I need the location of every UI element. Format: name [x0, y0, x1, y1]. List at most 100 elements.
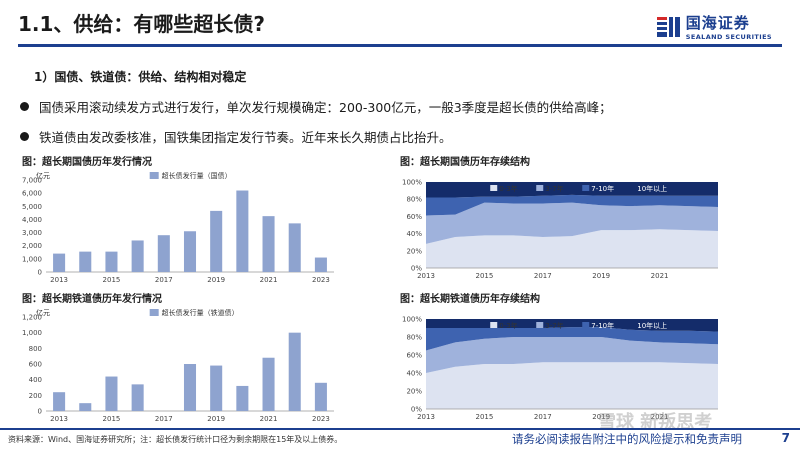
y-tick-label: 2,000 — [22, 242, 42, 250]
figure-title: 图：超长期国债历年存续结构 — [400, 157, 530, 168]
y-tick-label: 1,000 — [22, 329, 42, 337]
footer: 资料来源：Wind、国海证券研究所；注：超长债发行统计口径为剩余期限在15年及以… — [0, 428, 800, 450]
bullet-text: 国债采用滚动续发方式进行发行，单次发行规模确定：200-300亿元，一般3季度是… — [39, 100, 612, 115]
legend-swatch — [490, 322, 498, 328]
y-tick-label: 40% — [406, 230, 422, 238]
legend-label: 10年以上 — [637, 321, 667, 330]
x-tick-label: 2019 — [207, 276, 225, 284]
legend-swatch — [582, 322, 590, 328]
source-note: 资料来源：Wind、国海证券研究所；注：超长债发行统计口径为剩余期限在15年及以… — [8, 435, 343, 444]
y-tick-label: 5,000 — [22, 203, 42, 211]
watermark-text: 雪球 新叛思考 — [598, 412, 713, 433]
bar — [210, 365, 223, 411]
page-number: 7 — [781, 431, 790, 445]
area-series — [426, 327, 718, 351]
y-tick-label: 20% — [406, 388, 422, 396]
bar — [131, 384, 144, 411]
brand-logo: 国海证券 SEALAND SECURITIES — [656, 12, 772, 41]
bar — [79, 251, 92, 272]
bar — [210, 210, 223, 272]
y-axis-unit: 亿元 — [36, 171, 50, 180]
legend-swatch — [628, 185, 636, 191]
legend-swatch — [149, 309, 159, 316]
area-series — [426, 319, 718, 332]
x-tick-label: 2015 — [475, 272, 493, 280]
disclaimer-link[interactable]: 请务必阅读报告附注中的风险提示和免责声明 — [512, 432, 742, 446]
legend-swatch — [628, 322, 636, 328]
figure-title: 图：超长期铁道债历年存续结构 — [400, 294, 540, 305]
y-tick-label: 6,000 — [22, 190, 42, 198]
y-tick-label: 7,000 — [22, 177, 42, 185]
y-tick-label: 60% — [406, 352, 422, 360]
bar — [79, 403, 92, 411]
slide-title: 1.1、供给：有哪些超长债? — [18, 12, 266, 36]
bar — [262, 216, 275, 272]
area-series — [426, 362, 718, 409]
y-tick-label: 100% — [402, 316, 422, 324]
y-tick-label: 0% — [411, 406, 422, 414]
y-tick-label: 80% — [406, 196, 422, 204]
bar — [288, 332, 301, 411]
bar — [236, 385, 249, 411]
x-tick-label: 2019 — [207, 415, 225, 423]
bar — [105, 376, 118, 411]
railway-issuance-chart: 亿元 超长债发行量（铁道债） 0 200 400 600 800 1,000 1,200 2013… — [22, 308, 334, 423]
y-axis-unit: 亿元 — [36, 308, 50, 317]
bar — [53, 392, 66, 411]
bond-issuance-chart: 亿元 超长债发行量（国债） 0 1,000 2,000 3,000 4,000 5,000 6,… — [22, 171, 334, 284]
y-tick-label: 40% — [406, 370, 422, 378]
bar — [288, 223, 301, 272]
y-tick-label: 400 — [29, 376, 42, 384]
legend-label: 0-3年 — [499, 184, 517, 193]
legend-label: 10年以上 — [637, 184, 667, 193]
section-heading: 1）国债、铁道债：供给、结构相对稳定 — [34, 70, 247, 84]
bullet-dot-icon — [20, 102, 29, 111]
x-tick-label: 2023 — [312, 276, 330, 284]
area-series — [426, 194, 718, 216]
x-tick-label: 2017 — [534, 272, 552, 280]
y-tick-label: 20% — [406, 247, 422, 255]
bar — [53, 253, 66, 272]
x-tick-label: 2015 — [103, 276, 121, 284]
footer-divider — [0, 428, 800, 430]
sealand-logo-icon — [656, 16, 680, 37]
legend-label: 3-7年 — [545, 321, 563, 330]
legend-swatch — [582, 185, 590, 191]
area-series — [426, 202, 718, 244]
x-tick-label: 2021 — [651, 272, 669, 280]
bar — [105, 251, 118, 272]
y-tick-label: 0% — [411, 265, 422, 273]
y-tick-label: 800 — [29, 345, 42, 353]
y-tick-label: 1,000 — [22, 255, 42, 263]
area-series — [426, 182, 718, 198]
x-tick-label: 2015 — [475, 413, 493, 421]
legend-label: 7-10年 — [591, 321, 614, 330]
bar — [131, 240, 144, 272]
legend-swatch — [490, 185, 498, 191]
y-tick-label: 1,200 — [22, 314, 42, 322]
x-tick-label: 2013 — [50, 415, 68, 423]
legend-label: 7-10年 — [591, 184, 614, 193]
x-tick-label: 2013 — [417, 272, 435, 280]
bullet-dot-icon — [20, 132, 29, 141]
y-tick-label: 60% — [406, 213, 422, 221]
x-tick-label: 2013 — [417, 413, 435, 421]
bar — [183, 231, 197, 272]
bar — [236, 190, 249, 272]
x-tick-label: 2021 — [260, 415, 278, 423]
logo-name-cn: 国海证券 — [685, 14, 750, 32]
bar — [157, 235, 170, 272]
bond-structure-chart: 0% 20% 40% 60% 80% 100% 2013 2015 2017 2019 2021 0-… — [402, 179, 718, 280]
x-tick-label: 2021 — [651, 413, 669, 421]
legend-label: 3-7年 — [545, 184, 563, 193]
y-tick-label: 0 — [38, 408, 42, 416]
x-tick-label: 2019 — [592, 413, 610, 421]
x-tick-label: 2013 — [50, 276, 68, 284]
figure-title: 图：超长期铁道债历年发行情况 — [22, 294, 162, 305]
area-series — [426, 337, 718, 373]
area-series — [426, 229, 718, 268]
x-tick-label: 2017 — [155, 276, 173, 284]
y-tick-label: 600 — [29, 361, 42, 369]
legend-label: 超长债发行量（铁道债） — [162, 308, 239, 317]
x-tick-label: 2017 — [534, 413, 552, 421]
